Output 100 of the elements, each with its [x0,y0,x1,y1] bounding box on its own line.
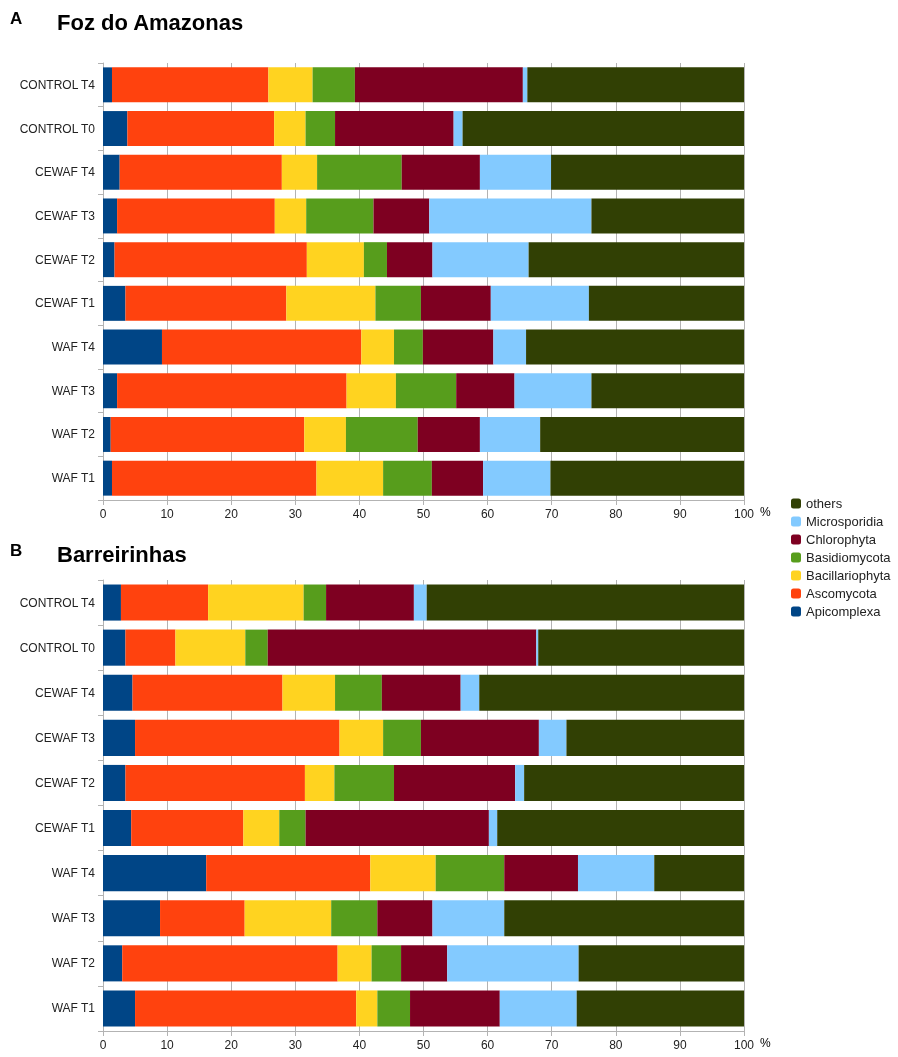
bar [483,460,551,496]
bar [538,629,744,666]
bar [373,198,430,234]
bar [528,242,744,278]
bar [135,990,357,1027]
bar [103,855,207,892]
bar [245,629,268,666]
x-tick-label: 30 [288,507,303,521]
x-tick-label: 30 [288,1038,303,1052]
bar [479,674,744,711]
bar [479,154,552,190]
legend-label: Chlorophyta [806,532,877,547]
x-axis-title: % [759,1036,771,1050]
bar [305,810,489,847]
legend-label: others [806,496,843,511]
bar [591,373,744,409]
x-tick-label: 20 [224,507,239,521]
bar [432,900,505,937]
legend-label: Ascomycota [806,586,878,601]
bar [456,373,515,409]
bar [306,242,364,278]
bar [119,154,282,190]
x-tick-label: 40 [352,507,367,521]
x-tick-label: 10 [160,1038,175,1052]
bar [281,154,318,190]
bar [317,154,402,190]
x-tick-label: 60 [480,1038,495,1052]
bar [274,111,306,147]
bar [514,373,592,409]
bar [383,719,421,756]
bar [426,584,744,621]
bar [125,764,305,801]
y-tick-label: CONTROL T0 [19,640,96,655]
bar [312,67,355,103]
chart-title: Foz do Amazonas [57,9,244,35]
bar [577,855,655,892]
bar [381,674,461,711]
bar [551,154,744,190]
bar [370,855,436,892]
bar [431,460,484,496]
x-tick-label: 70 [545,507,559,521]
y-tick-label: CEWAF T2 [34,775,96,790]
x-tick-label: 20 [224,1038,239,1052]
bar [103,111,128,147]
bar [394,329,423,365]
y-tick-label: CEWAF T1 [34,296,96,311]
bar [103,990,136,1027]
x-tick-label: 100 [733,507,755,521]
bar [103,67,112,103]
bar [566,719,744,756]
y-tick-label: CONTROL T0 [19,121,96,136]
bar [527,67,744,103]
bar [432,242,529,278]
bar [334,764,395,801]
bar [591,198,744,234]
x-tick-label: 80 [609,1038,623,1052]
bar [504,855,578,892]
bar [375,285,421,321]
bar [383,460,432,496]
x-tick-label: 80 [609,507,623,521]
y-tick-label: WAF T3 [51,383,96,398]
bar [268,67,313,103]
bar [526,329,744,365]
bar [304,416,346,452]
bar [497,810,744,847]
bar [161,329,362,365]
bar [103,242,115,278]
bar [175,629,246,666]
bar [103,719,136,756]
bar [524,764,744,801]
bar [453,111,463,147]
bar [420,285,491,321]
bar [540,416,744,452]
x-tick-label: 50 [416,507,431,521]
bar [363,242,387,278]
bar [103,198,118,234]
bar [132,674,283,711]
x-tick-label: 0 [99,507,107,521]
x-tick-label: 40 [352,1038,367,1052]
bar [435,855,505,892]
bar [305,111,336,147]
bar [401,945,448,982]
bar [103,154,120,190]
bar [354,67,523,103]
bar [394,764,516,801]
bar [267,629,537,666]
bar [304,764,335,801]
bar [335,111,454,147]
text: A [10,9,23,28]
bar [417,416,480,452]
legend-label: Basidiomycota [806,550,892,565]
bar [499,990,577,1027]
bar [413,584,427,621]
x-tick-label: 90 [673,1038,687,1052]
bar [538,719,567,756]
y-tick-label: CEWAF T4 [34,685,96,700]
bar [206,855,371,892]
bar [103,900,161,937]
bar [316,460,384,496]
bar [103,329,162,365]
